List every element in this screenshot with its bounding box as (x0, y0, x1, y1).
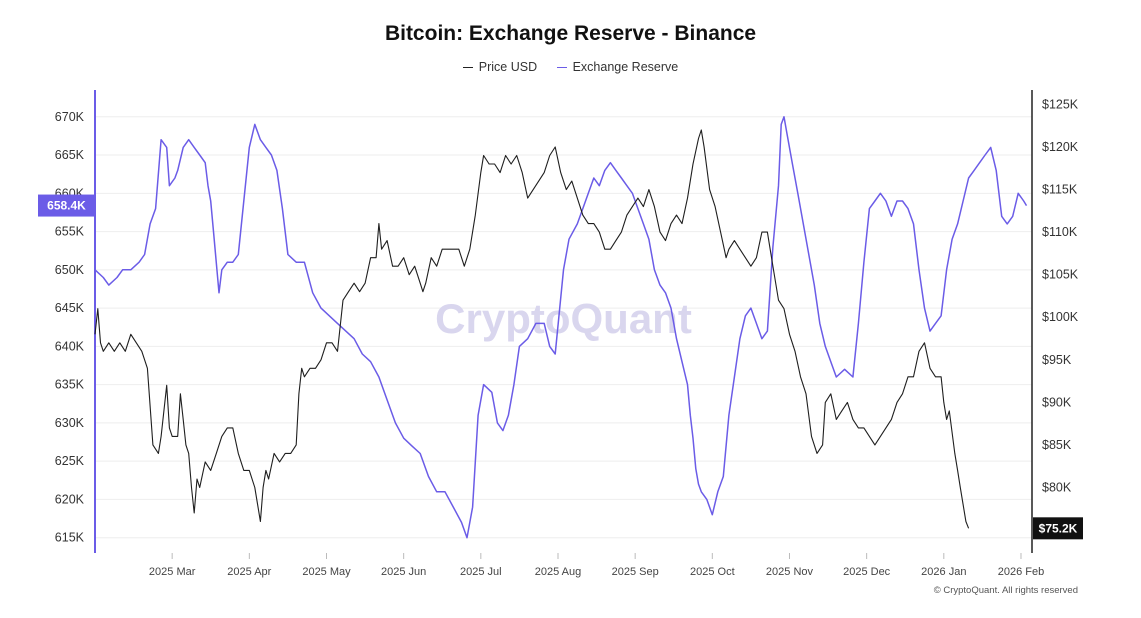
left-tick-label: 645K (55, 301, 85, 315)
legend-swatch-price (462, 67, 473, 69)
series-layer (94, 116, 1028, 539)
series-line-price-usd[interactable] (94, 129, 970, 529)
right-tick-label: $105K (1042, 268, 1079, 282)
left-tick-label: 655K (55, 225, 85, 239)
copyright-footer: © CryptoQuant. All rights reserved (933, 585, 1078, 596)
x-axis: 2025 Mar 2025 Apr 2025 May 2025 Jun 2025 Jul… (149, 553, 1044, 578)
right-tick-label: $90K (1042, 395, 1072, 409)
x-tick-label: 2025 Dec (843, 566, 891, 578)
watermark: CryptoQuant (435, 295, 692, 342)
x-tick-label: 2025 Nov (766, 566, 814, 578)
x-tick-label: 2025 Mar (149, 566, 196, 578)
left-tick-label: 635K (55, 378, 85, 392)
chart-title: Bitcoin: Exchange Reserve - Binance (384, 22, 757, 45)
x-tick-label: 2025 May (302, 566, 351, 578)
x-tick-label: 2026 Jan (921, 566, 966, 578)
legend-item-reserve[interactable]: Exchange Reserve (556, 60, 679, 74)
left-tick-label: 640K (55, 339, 85, 353)
gridlines (95, 116, 1032, 539)
right-tick-label: $125K (1042, 97, 1079, 111)
right-tick-label: $120K (1042, 140, 1079, 154)
value-badges: 658.4K $75.2K (38, 194, 1083, 540)
left-tick-label: 665K (55, 148, 85, 162)
right-tick-label: $100K (1042, 310, 1079, 324)
legend: Price USD Exchange Reserve (0, 60, 1141, 74)
x-tick-label: 2025 Oct (690, 566, 735, 578)
legend-label-reserve: Exchange Reserve (572, 60, 679, 74)
x-tick-label: 2025 Jul (460, 566, 502, 578)
legend-label-price: Price USD (478, 60, 538, 74)
x-tick-label: 2025 Sep (612, 566, 659, 578)
right-axis: $80K $85K $90K $95K $100K $105K $110K $115K $120… (1031, 90, 1079, 553)
reserve-value-badge (38, 194, 95, 217)
price-value-badge-label: $75.2K (1039, 521, 1078, 535)
reserve-value-badge-label: 658.4K (47, 199, 86, 213)
x-tick-label: 2025 Aug (535, 566, 582, 578)
right-tick-label: $85K (1042, 438, 1072, 452)
right-tick-label: $80K (1042, 480, 1072, 494)
legend-item-price[interactable]: Price USD (462, 60, 538, 74)
left-tick-label: 670K (55, 110, 85, 124)
price-value-badge (1033, 517, 1083, 540)
series-line-exchange-reserve[interactable] (94, 116, 1028, 539)
left-tick-label: 650K (55, 263, 85, 277)
right-tick-label: $115K (1042, 183, 1078, 197)
legend-swatch-reserve (556, 67, 567, 69)
x-tick-label: 2025 Jun (381, 566, 426, 578)
x-tick-label: 2026 Feb (998, 566, 1044, 578)
left-tick-label: 625K (55, 454, 85, 468)
right-tick-label: $95K (1042, 353, 1072, 367)
left-tick-label: 630K (55, 416, 85, 430)
left-tick-label: 620K (55, 492, 85, 506)
right-tick-label: $110K (1042, 225, 1078, 239)
left-axis: 615K620K625K630K635K640K645K650K655K660K… (55, 90, 96, 553)
left-tick-label: 615K (55, 531, 85, 545)
x-tick-label: 2025 Apr (227, 566, 271, 578)
